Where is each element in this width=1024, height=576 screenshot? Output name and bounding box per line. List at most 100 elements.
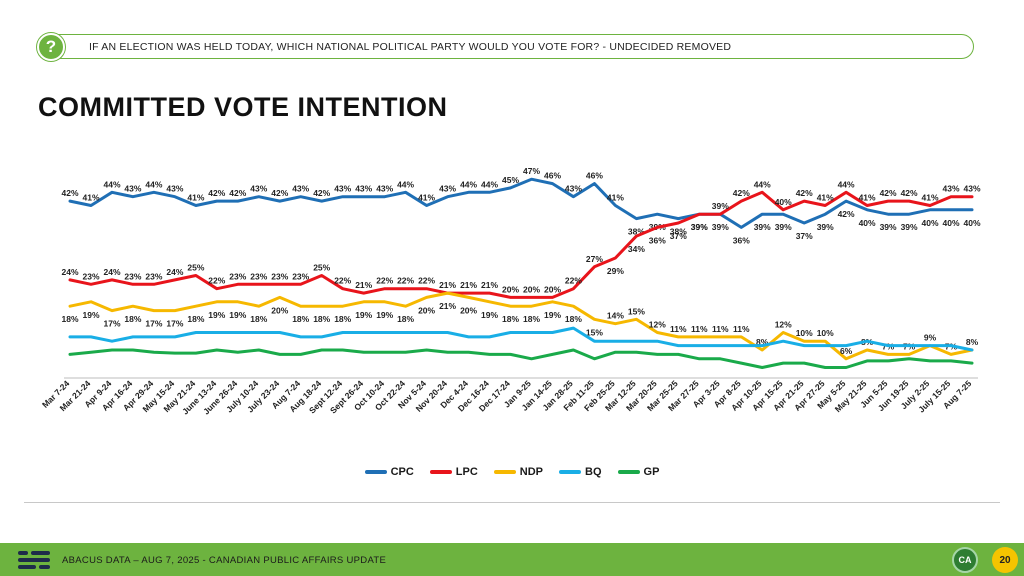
data-label-ndp: 18% <box>502 314 519 324</box>
data-label-ndp: 17% <box>145 319 162 329</box>
question-icon: ? <box>37 33 65 61</box>
data-label-lpc: 37% <box>670 231 687 241</box>
data-label-cpc: 42% <box>838 209 855 219</box>
data-label-ndp: 12% <box>649 320 666 330</box>
data-label-ndp: 17% <box>103 319 120 329</box>
data-label-lpc: 21% <box>460 280 477 290</box>
data-label-lpc: 22% <box>565 276 582 286</box>
data-label-lpc: 24% <box>166 267 183 277</box>
abacus-logo-icon <box>18 551 50 569</box>
data-label-lpc: 22% <box>208 276 225 286</box>
data-label-lpc: 43% <box>963 184 980 194</box>
data-label-ndp: 18% <box>565 314 582 324</box>
data-label-lpc: 23% <box>145 271 162 281</box>
question-banner: ? IF AN ELECTION WAS HELD TODAY, WHICH N… <box>37 33 974 61</box>
data-label-cpc: 41% <box>607 193 624 203</box>
data-label-cpc: 43% <box>124 184 141 194</box>
data-label-ndp: 8% <box>966 337 979 347</box>
data-label-lpc: 23% <box>292 271 309 281</box>
data-label-cpc: 38% <box>628 227 645 237</box>
data-label-lpc: 23% <box>271 271 288 281</box>
data-label-cpc: 44% <box>397 179 414 189</box>
data-label-cpc: 42% <box>208 188 225 198</box>
data-label-ndp: 14% <box>607 311 624 321</box>
data-label-ndp: 10% <box>796 328 813 338</box>
data-label-lpc: 25% <box>187 263 204 273</box>
chart-legend: CPC LPC NDP BQ GP <box>0 466 1024 478</box>
data-label-lpc: 41% <box>859 193 876 203</box>
data-label-cpc: 43% <box>439 184 456 194</box>
data-label-lpc: 23% <box>82 271 99 281</box>
legend-swatch <box>559 470 582 474</box>
data-label-lpc: 43% <box>942 184 959 194</box>
data-label-cpc: 42% <box>61 188 78 198</box>
data-label-cpc: 44% <box>481 179 498 189</box>
series-line-gp <box>68 348 974 369</box>
data-label-cpc: 46% <box>586 171 603 181</box>
data-label-ndp: 9% <box>924 333 937 343</box>
data-label-ndp: 11% <box>670 324 687 334</box>
series-line-ndp <box>68 291 974 361</box>
data-label-ndp: 18% <box>397 314 414 324</box>
data-label-ndp: 20% <box>418 305 435 315</box>
legend-label: LPC <box>455 466 478 478</box>
data-label-lpc: 23% <box>250 271 267 281</box>
data-label-cpc: 36% <box>733 235 750 245</box>
data-label-lpc: 39% <box>691 222 708 232</box>
data-label-cpc: 39% <box>880 222 897 232</box>
data-label-ndp: 6% <box>840 346 853 356</box>
canada-badge-icon: CA <box>952 547 978 573</box>
data-label-lpc: 36% <box>649 235 666 245</box>
legend-item-lpc: LPC <box>429 466 478 478</box>
data-label-cpc: 41% <box>187 193 204 203</box>
data-label-lpc: 21% <box>481 280 498 290</box>
legend-item-cpc: CPC <box>364 466 414 478</box>
data-label-cpc: 39% <box>817 222 834 232</box>
data-label-cpc: 43% <box>166 184 183 194</box>
data-label-lpc: 44% <box>754 179 771 189</box>
data-label-cpc: 39% <box>712 222 729 232</box>
footer-text: ABACUS DATA – AUG 7, 2025 - CANADIAN PUB… <box>62 555 387 566</box>
data-label-ndp: 18% <box>523 314 540 324</box>
data-label-ndp: 18% <box>334 314 351 324</box>
data-label-ndp: 19% <box>376 310 393 320</box>
data-label-lpc: 42% <box>901 188 918 198</box>
data-label-ndp: 19% <box>544 310 561 320</box>
data-label-lpc: 22% <box>418 276 435 286</box>
data-label-ndp: 19% <box>82 310 99 320</box>
data-label-cpc: 47% <box>523 166 540 176</box>
data-label-ndp: 18% <box>124 314 141 324</box>
data-label-cpc: 43% <box>250 184 267 194</box>
data-label-cpc: 39% <box>775 222 792 232</box>
data-label-cpc: 44% <box>145 179 162 189</box>
data-label-cpc: 43% <box>334 184 351 194</box>
legend-item-ndp: NDP <box>493 466 543 478</box>
data-label-cpc: 39% <box>901 222 918 232</box>
vote-intention-chart: 42% 41% 44% 43% 44% 43% 41% 42% 42% 43% 42% 43% 42% 4… <box>40 166 981 416</box>
data-label-lpc: 42% <box>733 188 750 198</box>
data-label-lpc: 44% <box>838 179 855 189</box>
data-label-lpc: 24% <box>61 267 78 277</box>
data-label-lpc: 39% <box>712 201 729 211</box>
legend-label: BQ <box>585 466 602 478</box>
data-label-cpc: 43% <box>292 184 309 194</box>
data-label-ndp: 18% <box>313 314 330 324</box>
data-label-cpc: 42% <box>271 188 288 198</box>
data-label-cpc: 44% <box>103 179 120 189</box>
data-label-ndp: 19% <box>229 310 246 320</box>
series-line-cpc <box>68 177 974 229</box>
data-label-cpc: 45% <box>502 175 519 185</box>
data-label-cpc: 43% <box>565 184 582 194</box>
data-label-ndp: 15% <box>586 327 603 337</box>
page-title: COMMITTED VOTE INTENTION <box>38 92 448 122</box>
data-label-lpc: 22% <box>397 276 414 286</box>
data-label-ndp: 12% <box>775 320 792 330</box>
data-label-cpc: 37% <box>796 231 813 241</box>
data-label-lpc: 21% <box>355 280 372 290</box>
legend-swatch <box>493 470 516 474</box>
data-label-cpc: 41% <box>418 193 435 203</box>
data-label-lpc: 21% <box>439 280 456 290</box>
data-label-ndp: 19% <box>208 310 225 320</box>
data-label-ndp: 19% <box>355 310 372 320</box>
data-label-ndp: 8% <box>756 337 769 347</box>
